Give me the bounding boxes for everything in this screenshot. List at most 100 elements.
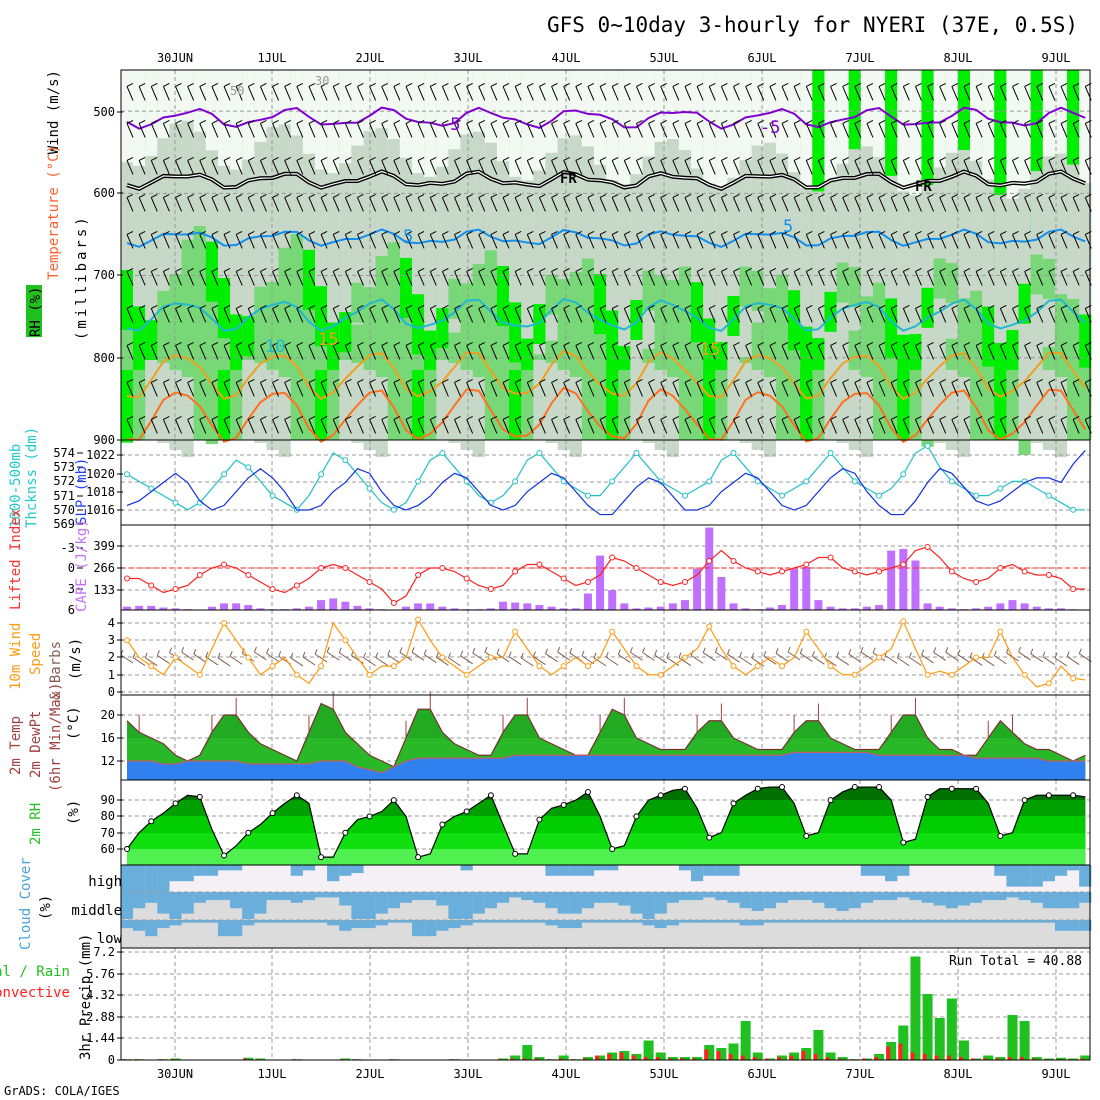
wind-barb-10m bbox=[496, 648, 510, 663]
wind-barb bbox=[1048, 415, 1056, 434]
cape-bar bbox=[996, 603, 1005, 610]
cloud-middle-bar bbox=[302, 892, 316, 901]
wind-barb bbox=[975, 341, 983, 360]
wind-barb bbox=[999, 415, 1007, 434]
rh-cell bbox=[412, 294, 425, 355]
cloud-high-bar bbox=[678, 865, 692, 871]
thickness-line-marker bbox=[827, 450, 834, 456]
contour-blue bbox=[126, 228, 1086, 248]
wind-barb bbox=[854, 304, 862, 323]
wind-barb bbox=[854, 415, 862, 434]
thickness-line-marker bbox=[924, 442, 931, 449]
rh-cell bbox=[424, 176, 437, 331]
wind-barb bbox=[369, 415, 377, 434]
wind-barb bbox=[902, 156, 910, 175]
cloud-high-bar bbox=[727, 865, 740, 876]
precip-convective-bar bbox=[1080, 1058, 1085, 1060]
date-label: 5JUL bbox=[650, 51, 679, 65]
wind-barb bbox=[987, 341, 995, 360]
wind-barb bbox=[890, 267, 898, 286]
rh-cell bbox=[642, 270, 655, 311]
precip-total-bar bbox=[582, 1057, 593, 1060]
wind-barb-10m bbox=[593, 652, 607, 667]
wind-barb bbox=[454, 341, 461, 360]
precip-total-bar bbox=[607, 1052, 618, 1060]
wind-barb bbox=[538, 304, 546, 323]
cape-bar bbox=[608, 590, 617, 610]
wind-barb bbox=[866, 378, 874, 397]
wind-barb bbox=[745, 156, 753, 175]
wind-speed-line-marker bbox=[609, 628, 616, 635]
cape-bar bbox=[123, 606, 131, 610]
cloud-low-bar bbox=[982, 920, 995, 923]
cloud-middle-bar bbox=[751, 892, 764, 911]
cloud-cover-label: Cloud Cover bbox=[18, 857, 34, 950]
wind-barb bbox=[939, 119, 947, 138]
wind-barb bbox=[563, 267, 571, 286]
upper-temp-label: Temperature (°C) bbox=[46, 145, 62, 280]
wind-barb bbox=[526, 119, 534, 138]
wind-barb bbox=[138, 193, 146, 212]
cloud-low-bar bbox=[593, 920, 607, 923]
cloud-low-bar bbox=[230, 920, 243, 937]
rh-cell bbox=[157, 362, 170, 443]
wind-barb bbox=[1048, 156, 1056, 175]
precip-convective-bar bbox=[837, 1058, 842, 1060]
wind-barb bbox=[805, 230, 813, 249]
rh-line-marker bbox=[706, 834, 713, 841]
wind-barb bbox=[805, 82, 813, 101]
thickness-tick: 574 bbox=[53, 446, 75, 460]
lifted-index-line-marker bbox=[560, 575, 567, 582]
cloud-high-bar bbox=[351, 865, 364, 874]
wind-barb bbox=[526, 341, 534, 360]
wind-barb bbox=[514, 378, 522, 397]
wind-barb bbox=[514, 267, 522, 286]
wind-barb bbox=[939, 415, 947, 434]
precip-convective-bar bbox=[619, 1052, 624, 1060]
wind-barb bbox=[369, 304, 377, 323]
cloud-middle-bar bbox=[994, 892, 1007, 901]
wind-barb bbox=[466, 119, 474, 138]
cloud-middle-bar bbox=[897, 892, 910, 898]
contour-label-blue-2: 5 bbox=[783, 217, 793, 237]
cloud-low-bar bbox=[157, 920, 170, 929]
cloud-middle-bar bbox=[945, 892, 958, 909]
wind-barb bbox=[660, 304, 668, 323]
wind-barb bbox=[357, 119, 364, 138]
wind-barb bbox=[914, 119, 922, 138]
thickness-line-marker bbox=[706, 478, 713, 485]
precip-total-bar bbox=[789, 1052, 800, 1060]
wind-speed-line-marker bbox=[876, 654, 883, 661]
cloud-high-bar bbox=[230, 865, 243, 871]
wind-speed-line-marker bbox=[536, 663, 543, 670]
cloud-middle-bar bbox=[327, 892, 340, 898]
rh-cell bbox=[691, 282, 704, 343]
wind-barb bbox=[320, 415, 328, 434]
wind-barb bbox=[344, 341, 352, 360]
cloud-low-bar bbox=[545, 920, 558, 926]
cloud-middle-bar bbox=[412, 892, 425, 901]
wind-barb bbox=[138, 378, 146, 397]
wind-barb bbox=[138, 341, 146, 360]
rh-tick: 70 bbox=[101, 826, 115, 840]
wind-barb bbox=[502, 267, 510, 286]
wind-barb-10m bbox=[1078, 648, 1092, 663]
lifted-index-line-marker bbox=[973, 579, 980, 585]
cloud-high-bar bbox=[120, 865, 134, 892]
wind-barb bbox=[696, 267, 704, 286]
rh-cell bbox=[703, 318, 716, 379]
wind-barb bbox=[963, 193, 971, 212]
rh-tick: 80 bbox=[101, 809, 115, 823]
cloud-low-bar bbox=[290, 920, 303, 923]
wind-barb bbox=[927, 230, 935, 249]
precip-total-bar bbox=[898, 1025, 909, 1060]
rh-line-marker bbox=[900, 839, 907, 846]
wind-barb bbox=[551, 267, 559, 286]
wind-barb bbox=[296, 156, 304, 175]
rh-cell bbox=[994, 195, 1007, 343]
wind-barb bbox=[999, 267, 1007, 286]
wind-barb bbox=[708, 378, 716, 397]
wind-barb bbox=[805, 267, 813, 286]
wind-barb bbox=[672, 304, 680, 323]
